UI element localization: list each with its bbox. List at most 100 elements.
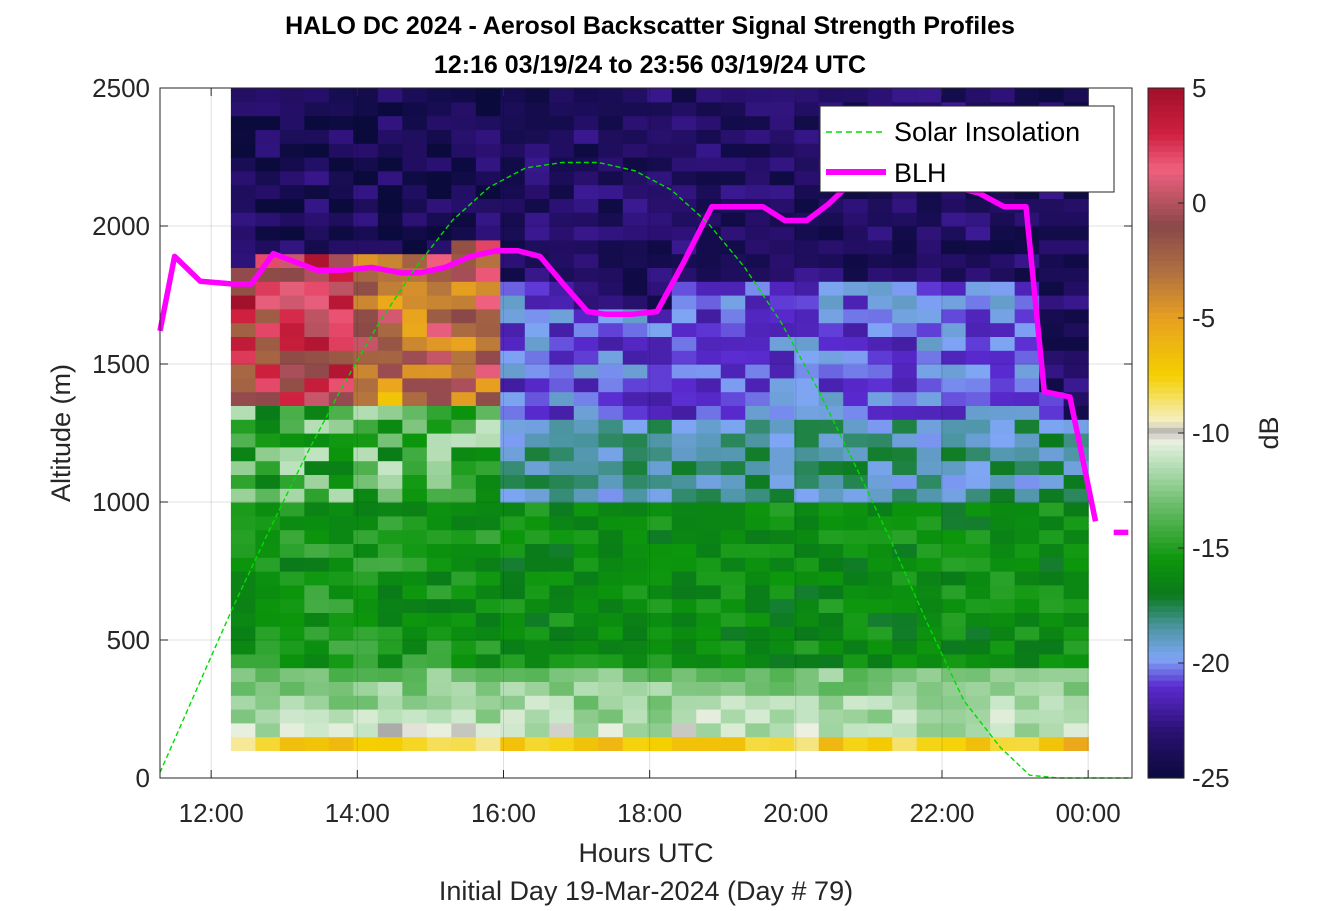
heatmap-cell <box>696 626 722 641</box>
heatmap-cell <box>377 281 403 296</box>
heatmap-cell <box>647 557 673 572</box>
heatmap-cell <box>255 226 281 241</box>
heatmap-cell <box>794 184 820 199</box>
heatmap-cell <box>230 308 256 324</box>
heatmap-cell <box>941 515 967 531</box>
heatmap-cell <box>426 170 452 186</box>
heatmap-cell <box>304 336 330 351</box>
heatmap-cell <box>892 640 918 655</box>
heatmap-cell <box>720 267 746 282</box>
heatmap-cell <box>451 653 477 669</box>
heatmap-cell <box>1063 336 1089 351</box>
heatmap-cell <box>1014 364 1040 379</box>
heatmap-cell <box>353 626 379 641</box>
heatmap-cell <box>892 488 918 503</box>
heatmap-cell <box>892 364 918 379</box>
heatmap-cell <box>769 667 795 682</box>
heatmap-cell <box>1063 695 1089 710</box>
heatmap-cell <box>720 709 746 724</box>
heatmap-cell <box>892 557 918 572</box>
heatmap-cell <box>304 571 330 586</box>
heatmap-cell <box>426 626 452 641</box>
heatmap-cell <box>818 433 844 448</box>
heatmap-cell <box>745 640 771 655</box>
heatmap-cell <box>377 419 403 434</box>
heatmap-cell <box>720 460 746 475</box>
heatmap-cell <box>402 612 428 627</box>
heatmap-cell <box>549 364 575 379</box>
heatmap-cell <box>965 695 991 710</box>
heatmap-cell <box>549 529 575 544</box>
heatmap-cell <box>671 364 697 379</box>
heatmap-cell <box>965 460 991 475</box>
heatmap-cell <box>965 653 991 669</box>
colorbar-segment <box>1148 576 1184 584</box>
heatmap-cell <box>475 336 501 351</box>
heatmap-cell <box>353 391 379 406</box>
heatmap-cell <box>818 336 844 351</box>
heatmap-cell <box>402 488 428 503</box>
heatmap-cell <box>255 529 281 544</box>
colorbar-segment <box>1148 272 1184 279</box>
heatmap-cell <box>622 405 648 420</box>
heatmap-cell <box>598 529 624 544</box>
heatmap-cell <box>549 322 575 337</box>
heatmap-cell <box>353 612 379 627</box>
heatmap-cell <box>524 350 550 365</box>
heatmap-cell <box>573 212 599 227</box>
heatmap-cell <box>377 709 403 724</box>
heatmap-cell <box>549 502 575 517</box>
heatmap-cell <box>696 598 722 613</box>
heatmap-cell <box>402 571 428 586</box>
heatmap-cell <box>671 336 697 351</box>
heatmap-cell <box>500 391 526 406</box>
heatmap-cell <box>598 667 624 682</box>
heatmap-cell <box>745 722 771 738</box>
heatmap-cell <box>867 433 893 448</box>
heatmap-cell <box>990 653 1016 669</box>
heatmap-cell <box>451 239 477 255</box>
heatmap-cell <box>500 129 526 144</box>
heatmap-cell <box>1063 515 1089 531</box>
chart-subtitle: 12:16 03/19/24 to 23:56 03/19/24 UTC <box>434 51 866 79</box>
heatmap-cell <box>916 571 942 586</box>
heatmap-cell <box>916 336 942 351</box>
heatmap-cell <box>1063 667 1089 682</box>
heatmap-cell <box>1039 612 1065 627</box>
heatmap-cell <box>965 626 991 641</box>
heatmap-cell <box>573 377 599 393</box>
heatmap-cell <box>598 626 624 641</box>
legend-solar-label: Solar Insolation <box>894 117 1080 147</box>
heatmap-cell <box>255 170 281 186</box>
colorbar-segment <box>1148 605 1184 612</box>
heatmap-cell <box>892 405 918 420</box>
heatmap-cell <box>549 157 575 172</box>
heatmap-cell <box>451 571 477 586</box>
heatmap-cell <box>279 336 305 351</box>
heatmap-cell <box>549 640 575 655</box>
heatmap-cell <box>843 295 869 310</box>
colorbar-segment <box>1148 185 1184 193</box>
heatmap-cell <box>818 377 844 393</box>
heatmap-cell <box>328 226 354 241</box>
heatmap-cell <box>818 446 844 462</box>
heatmap-cell <box>426 295 452 310</box>
heatmap-cell <box>941 612 967 627</box>
heatmap-cell <box>622 640 648 655</box>
heatmap-cell <box>892 350 918 365</box>
heatmap-cell <box>451 681 477 696</box>
heatmap-cell <box>1014 336 1040 351</box>
heatmap-cell <box>941 198 967 213</box>
heatmap-cell <box>451 736 477 751</box>
heatmap-cell <box>426 129 452 144</box>
heatmap-cell <box>941 391 967 406</box>
heatmap-cell <box>377 571 403 586</box>
heatmap-cell <box>598 557 624 572</box>
heatmap-cell <box>671 557 697 572</box>
heatmap-cell <box>475 695 501 710</box>
heatmap-cell <box>255 446 281 462</box>
heatmap-cell <box>916 295 942 310</box>
heatmap-cell <box>941 253 967 268</box>
x-tick-label: 22:00 <box>909 798 974 828</box>
heatmap-cell <box>867 364 893 379</box>
